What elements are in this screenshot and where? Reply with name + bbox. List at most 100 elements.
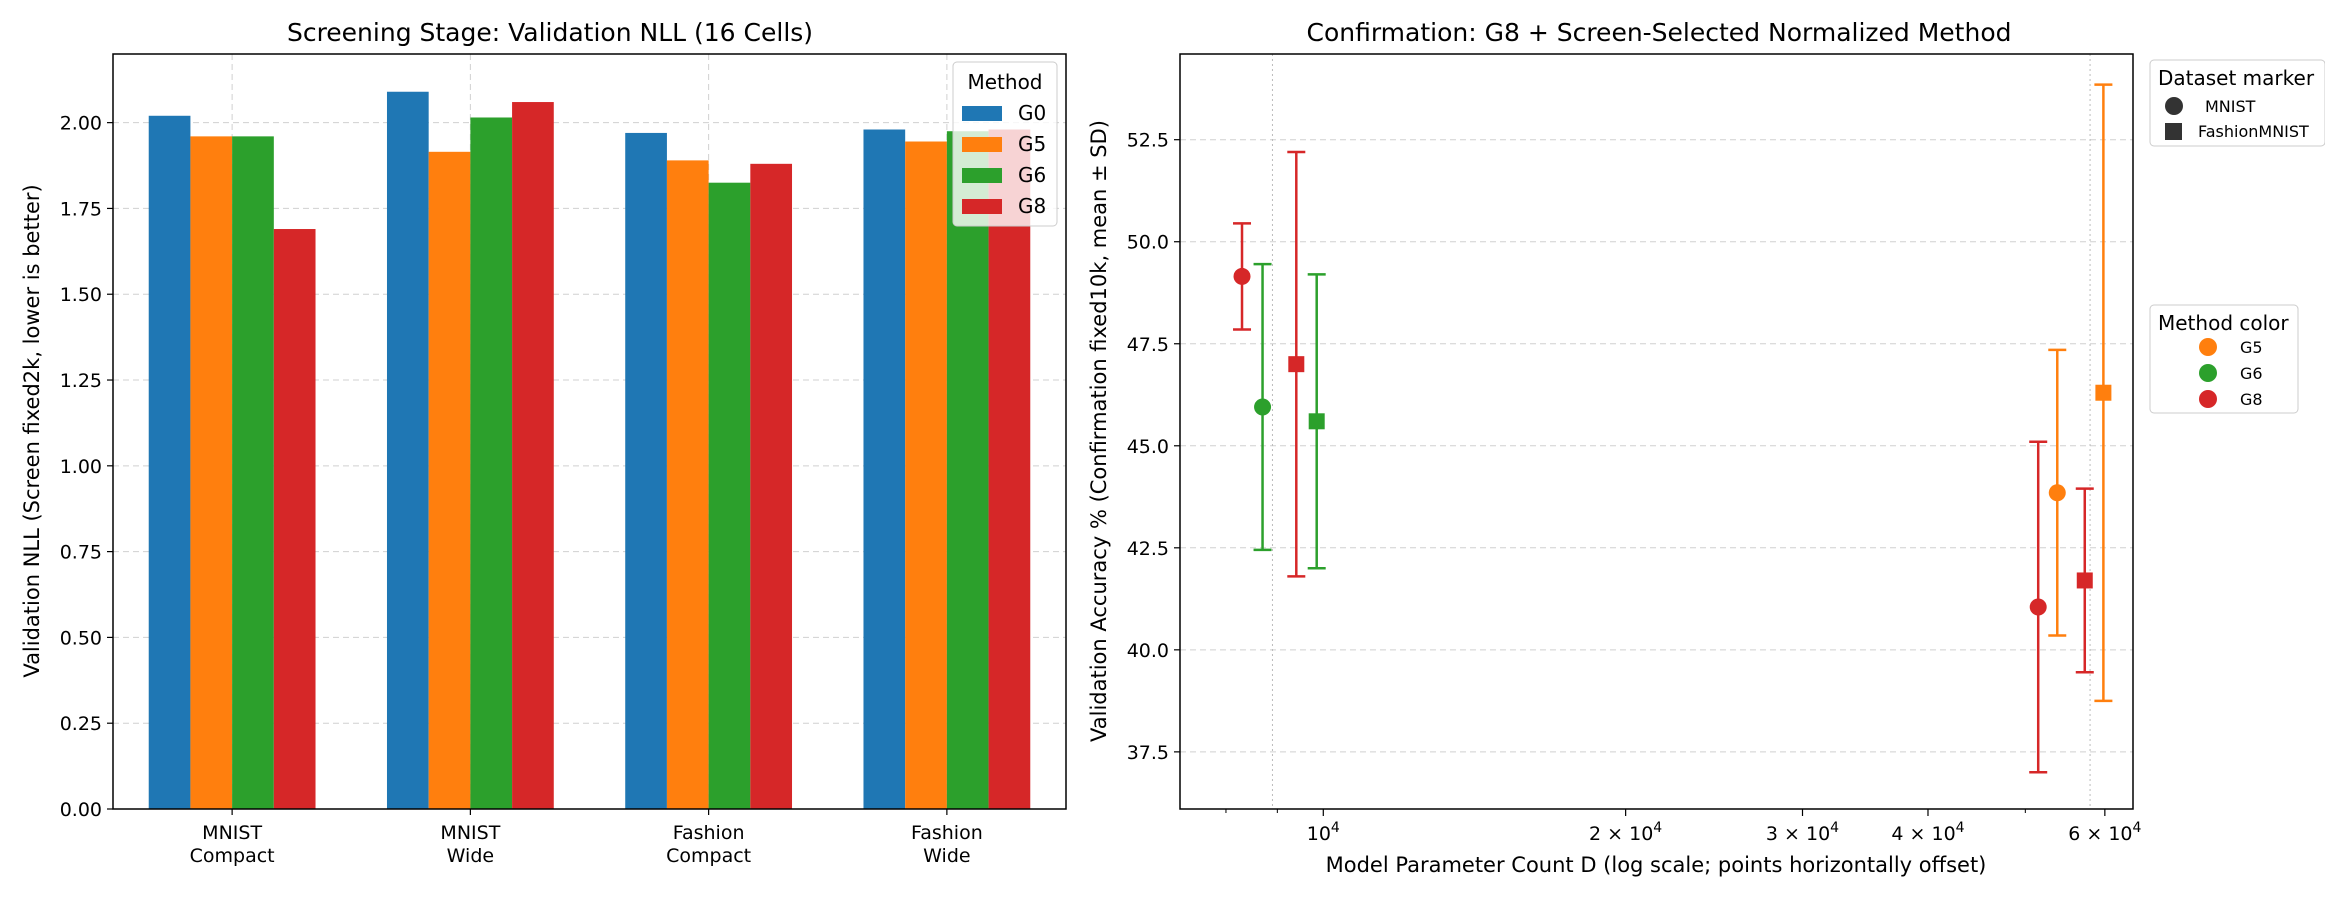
- y-tick-label: 45.0: [1127, 436, 1169, 458]
- bar-legend-swatch: [962, 106, 1002, 121]
- x-tick-label-exponent: 4: [1653, 820, 1662, 836]
- data-point: [2029, 598, 2047, 616]
- y-tick-label: 0.75: [60, 542, 102, 564]
- x-tick-label: Fashion: [673, 822, 745, 844]
- method-legend-title: Method color: [2158, 311, 2289, 335]
- x-tick-label-exponent: 4: [1956, 820, 1965, 836]
- scatter-chart-x-ticks: 104 2 × 104 3 × 104 4 × 104 6 × 104: [1225, 809, 2142, 845]
- y-tick-label: 0.50: [60, 627, 102, 649]
- bar-legend-label: G6: [1018, 163, 1046, 187]
- bar-chart-panel: Screening Stage: Validation NLL (16 Cell…: [20, 18, 1067, 867]
- data-point: [2048, 484, 2066, 502]
- bar-legend-swatch: [962, 168, 1002, 183]
- y-tick-label: 2.00: [60, 113, 102, 135]
- scatter-chart-title: Confirmation: G8 + Screen-Selected Norma…: [1306, 18, 2011, 47]
- bar: [428, 151, 471, 809]
- bar-chart-y-ticks: 0.00 0.25 0.50 0.75 1.00 1.25 1.50 1.75 2.00: [60, 113, 113, 821]
- bar: [470, 117, 513, 809]
- method-legend-box: [2149, 304, 2299, 414]
- dataset-legend-label: MNIST: [2205, 97, 2256, 116]
- data-point: [1254, 398, 1272, 416]
- y-tick-label: 52.5: [1127, 130, 1169, 152]
- bar-legend-label: G8: [1018, 194, 1046, 218]
- data-point: [1308, 413, 1325, 430]
- y-tick-label: 37.5: [1127, 742, 1169, 764]
- dataset-marker-legend: Dataset marker MNIST FashionMNIST: [2149, 59, 2325, 147]
- bar: [148, 115, 191, 810]
- square-marker-icon: [2165, 123, 2182, 140]
- scatter-chart-y-label: Validation Accuracy % (Confirmation fixe…: [1087, 120, 1111, 742]
- data-point: [1288, 356, 1305, 373]
- bar: [863, 129, 906, 809]
- y-tick-label: 40.0: [1127, 640, 1169, 662]
- x-tick-label: Compact: [666, 845, 751, 867]
- bar-chart-legend: Method G0 G5 G6 G8: [952, 61, 1058, 227]
- scatter-chart-points: [1233, 83, 2113, 774]
- y-tick-label: 42.5: [1127, 538, 1169, 560]
- y-tick-label: 1.75: [60, 198, 102, 220]
- bar-legend-entry: G5: [962, 132, 1046, 156]
- bar-chart-bars: [148, 91, 1031, 810]
- bar: [625, 132, 667, 809]
- x-tick-label: 2 × 104: [1589, 820, 1662, 845]
- scatter-chart-x-label: Model Parameter Count D (log scale; poin…: [1326, 853, 1987, 877]
- x-tick-label: 104: [1307, 820, 1340, 845]
- dataset-legend-label: FashionMNIST: [2198, 122, 2309, 141]
- bar-legend-swatch: [962, 137, 1002, 152]
- method-legend-swatch: [2199, 338, 2217, 356]
- bar: [273, 229, 316, 810]
- y-tick-label: 1.50: [60, 284, 102, 306]
- y-tick-label: 0.25: [60, 713, 102, 735]
- bar: [708, 182, 751, 809]
- method-legend-label: G6: [2240, 364, 2263, 383]
- x-tick-label: MNIST: [440, 822, 500, 844]
- y-tick-label: 47.5: [1127, 334, 1169, 356]
- bar: [666, 160, 709, 810]
- x-tick-label-base: 6 × 10: [2068, 823, 2132, 845]
- y-tick-label: 0.00: [60, 799, 102, 821]
- circle-marker-icon: [2165, 97, 2183, 115]
- data-point: [2076, 572, 2093, 589]
- bar: [512, 102, 554, 809]
- bar-legend-label: G0: [1018, 101, 1046, 125]
- y-tick-label: 1.25: [60, 370, 102, 392]
- x-tick-label-base: 4 × 10: [1891, 823, 1955, 845]
- bar: [190, 136, 233, 809]
- method-legend-label: G5: [2240, 338, 2263, 357]
- dataset-legend-title: Dataset marker: [2158, 66, 2315, 90]
- x-tick-label-base: 10: [1307, 823, 1331, 845]
- bar-legend-entry: G0: [962, 101, 1046, 125]
- scatter-chart-frame: [1179, 53, 2134, 810]
- scatter-chart-panel: Confirmation: G8 + Screen-Selected Norma…: [1087, 18, 2325, 877]
- x-tick-label: 6 × 104: [2068, 820, 2141, 845]
- data-point: [2095, 384, 2112, 401]
- bar-legend-title: Method: [967, 70, 1042, 94]
- bar-legend-label: G5: [1018, 132, 1046, 156]
- bar: [750, 163, 793, 809]
- x-tick-label: 3 × 104: [1766, 820, 1839, 845]
- dataset-legend-box: [2149, 59, 2325, 147]
- bar-legend-entry: G8: [962, 194, 1046, 218]
- bar-legend-box: [952, 61, 1058, 227]
- scatter-chart-grid: [1180, 54, 2133, 809]
- x-tick-label: Wide: [923, 845, 970, 867]
- y-tick-label: 50.0: [1127, 232, 1169, 254]
- bar-chart-x-ticks: MNISTCompactMNISTWideFashionCompactFashi…: [190, 809, 983, 867]
- method-legend-label: G8: [2240, 390, 2263, 409]
- x-tick-label-exponent: 4: [1830, 820, 1839, 836]
- x-tick-label: Fashion: [911, 822, 983, 844]
- bar-chart-y-label: Validation NLL (Screen fixed2k, lower is…: [20, 184, 44, 677]
- method-legend-swatch: [2199, 364, 2217, 382]
- bar-chart-frame: [112, 53, 1067, 810]
- bar-legend-swatch: [962, 199, 1002, 214]
- bar-chart-title: Screening Stage: Validation NLL (16 Cell…: [287, 18, 813, 47]
- bar: [905, 141, 947, 810]
- x-tick-label-exponent: 4: [1331, 820, 1340, 836]
- method-legend-swatch: [2199, 390, 2217, 408]
- x-tick-label-base: 3 × 10: [1766, 823, 1830, 845]
- bar: [946, 131, 989, 809]
- y-tick-label: 1.00: [60, 456, 102, 478]
- x-tick-label: MNIST: [202, 822, 262, 844]
- x-tick-label-exponent: 4: [2133, 820, 2142, 836]
